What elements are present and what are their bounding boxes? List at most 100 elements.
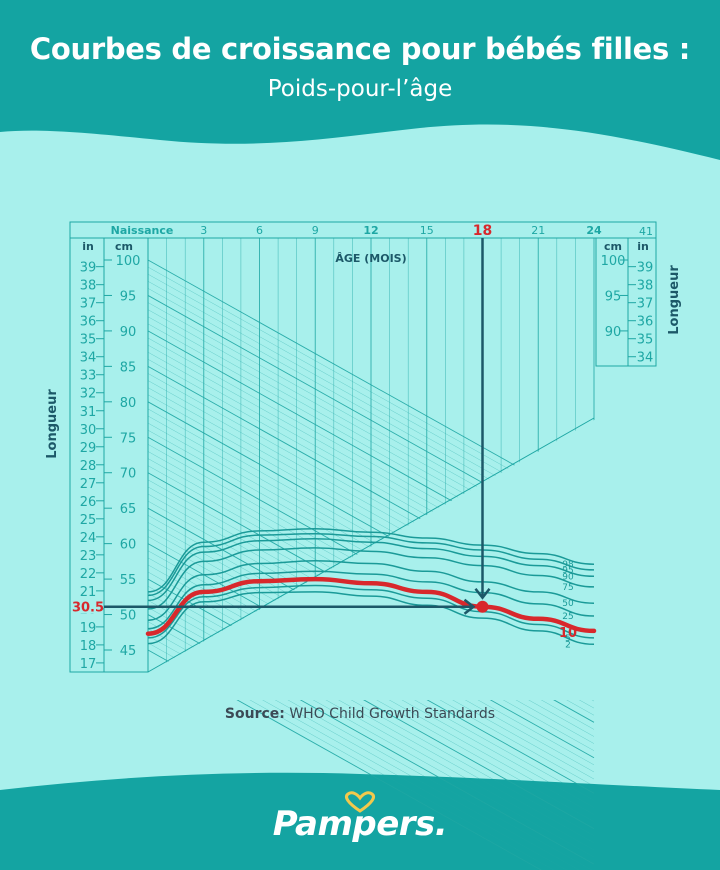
cm-tick-label: 50 (120, 609, 137, 624)
cm-tick-label: 45 (120, 644, 137, 659)
x-tick-label: 18 (473, 223, 492, 239)
grid-mask (148, 419, 596, 700)
percentile-curve-98 (147, 527, 595, 593)
percentile-label: 75 (562, 583, 573, 593)
cm-tick-label-right: 95 (605, 289, 622, 304)
in-tick-label: 27 (80, 477, 97, 492)
in-tick-label: 35 (80, 333, 97, 348)
y-axis-title: Longueur (45, 389, 60, 459)
percentile-label: 98 (562, 560, 574, 570)
in-tick-label: 29 (80, 441, 97, 456)
source-text: WHO Child Growth Standards (289, 706, 496, 722)
percentile-label: 90 (562, 572, 574, 582)
in-tick-label-right: 38 (637, 279, 654, 294)
in-tick-label-right: 36 (637, 315, 654, 330)
x-tick-label: Naissance (111, 224, 174, 237)
cm-tick-label: 90 (120, 325, 137, 340)
in-tick-label: 37 (80, 297, 97, 312)
percentile-label: 2 (565, 640, 571, 650)
percentile-curve-highlight (145, 576, 597, 636)
x-tick-label: 15 (420, 224, 434, 237)
in-tick-label: 17 (80, 657, 97, 672)
in-tick-label: 34 (80, 351, 97, 366)
x-tick-label: 6 (256, 224, 263, 237)
x-axis-title: ÂGE (MOIS) (335, 252, 406, 265)
grid-bottom-boundary (147, 417, 595, 673)
grid-hline (147, 586, 595, 836)
in-tick-label-right: 37 (637, 297, 654, 312)
percentile-curve-95 (147, 532, 595, 597)
in-tick-label: 36 (80, 315, 97, 330)
pampers-heart-icon (345, 791, 375, 813)
header-band (0, 0, 720, 160)
in-tick-label: 28 (80, 459, 97, 474)
x-tick-label: 9 (312, 224, 319, 237)
in-tick-label-right: 39 (637, 261, 654, 276)
source-note: Source: WHO Child Growth Standards (0, 706, 720, 722)
in-tick-label: 19 (80, 621, 97, 636)
unit-cm-label-right: cm (604, 240, 622, 253)
footer-band (0, 772, 720, 870)
in-tick-label: 31 (80, 405, 97, 420)
percentile-curve-90 (147, 537, 595, 602)
highlight-in-label: 30.5 (72, 601, 104, 616)
highlight-label-bg (72, 597, 102, 614)
percentile-label: 5 (565, 634, 571, 644)
cm-tick-label: 60 (120, 538, 137, 553)
unit-in-label-right: in (637, 240, 649, 253)
measurement-point (476, 600, 489, 613)
in-tick-label: 39 (80, 261, 97, 276)
cm-tick-label: 80 (120, 396, 137, 411)
in-tick-label: 21 (80, 585, 97, 600)
cm-tick-label: 100 (116, 254, 141, 269)
percentile-label: 10 (559, 626, 577, 641)
in-tick-label: 26 (80, 495, 97, 510)
x-tick-label: 24 (586, 224, 602, 237)
percentile-curve-50 (147, 559, 595, 621)
percentile-curve-25 (147, 570, 595, 630)
pampers-logo: Pampers. (272, 804, 448, 844)
in-tick-label-right: 35 (637, 333, 654, 348)
in-tick-label: 24 (80, 531, 97, 546)
x-tick-label: 21 (531, 224, 545, 237)
cm-tick-label: 70 (120, 467, 137, 482)
percentile-label: 25 (562, 612, 573, 622)
cm-tick-label: 95 (120, 289, 137, 304)
vertical-arrowhead (474, 587, 491, 600)
percentile-label: 50 (562, 599, 574, 609)
cm-tick-label: 65 (120, 502, 137, 517)
source-label: Source: (224, 706, 285, 722)
x-tick-label: 3 (200, 224, 207, 237)
page-subtitle: Poids-pour-l’âge (267, 76, 453, 102)
cm-tick-label: 85 (120, 360, 137, 375)
in-tick-label: 30 (80, 423, 97, 438)
in-tick-label: 22 (80, 567, 97, 582)
in-tick-label: 38 (80, 279, 97, 294)
unit-cm-label: cm (115, 240, 133, 253)
percentile-curve-75 (147, 547, 595, 610)
in-tick-label: 32 (80, 387, 97, 402)
x-axis-top-bar (69, 221, 657, 239)
in-tick-label: 33 (80, 369, 97, 384)
page-title: Courbes de croissance pour bébés filles … (29, 32, 691, 66)
cm-tick-label-right: 100 (601, 254, 626, 269)
horizontal-arrowhead (463, 598, 476, 615)
y-axis-title-right: Longueur (667, 265, 682, 335)
percentile-curve-2 (147, 591, 595, 646)
x-tick-label: 12 (363, 224, 378, 237)
cm-tick-label: 75 (120, 431, 137, 446)
right-tick-label: 41 (639, 225, 653, 238)
cm-tick-label-right: 90 (605, 325, 622, 340)
in-tick-label: 23 (80, 549, 97, 564)
in-tick-label: 25 (80, 513, 97, 528)
in-tick-label-right: 34 (637, 351, 654, 366)
unit-in-label: in (82, 240, 94, 253)
right-scale-box (595, 237, 657, 367)
in-tick-label: 18 (80, 639, 97, 654)
grid-hline (147, 578, 595, 830)
percentile-label: 95 (562, 566, 573, 576)
percentile-curve-5 (147, 584, 595, 639)
cm-tick-label: 55 (120, 573, 137, 588)
